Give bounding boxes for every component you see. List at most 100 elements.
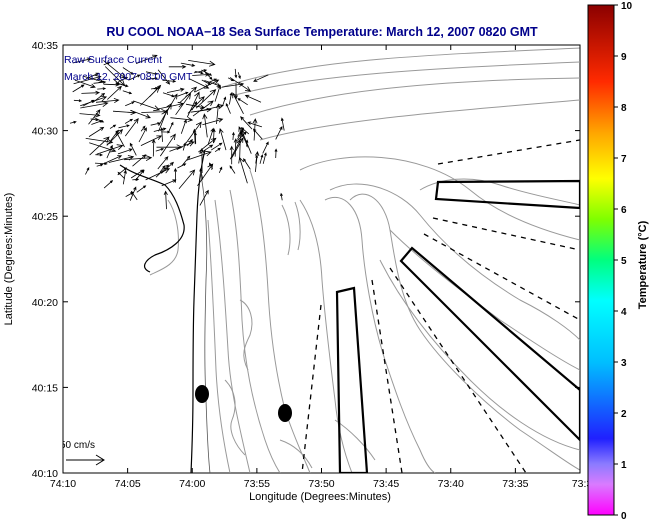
current-vector [202,113,208,138]
current-vector [237,72,241,80]
current-vector [186,91,200,118]
current-vector [169,141,195,152]
current-vector [118,124,130,129]
current-vector [125,101,135,107]
current-vector [194,70,204,75]
x-tick-label: 73:55 [244,478,270,490]
current-vector [193,69,208,74]
current-vector [240,116,253,130]
current-vector [80,101,109,109]
current-vector [252,128,263,140]
current-vector [229,145,234,165]
current-vector [218,128,227,151]
current-vector [106,144,113,159]
current-vector [141,109,168,115]
current-vector [199,168,204,180]
current-vector [192,128,197,145]
current-vector [95,98,120,104]
y-tick-label: 40:20 [32,297,58,309]
current-vector [132,154,147,167]
current-vector [122,67,134,75]
colorbar [587,4,615,516]
colorbar-tick-label: 5 [621,256,627,267]
current-vector [243,158,251,170]
current-vector [225,102,231,114]
current-vector [117,171,125,179]
current-vector [214,147,221,153]
current-vector [90,118,99,122]
current-vector [73,75,102,85]
current-vector [95,153,104,157]
colorbar-tick-label: 9 [621,52,627,63]
current-vector [210,142,223,151]
current-vector [229,92,233,105]
current-vector [237,98,248,106]
current-vector [262,141,269,154]
current-vector [218,166,223,174]
current-vector [89,136,110,156]
current-vector [91,120,103,125]
current-vector [178,169,196,189]
current-vector [280,192,283,201]
current-vector [280,117,285,131]
current-vector [124,118,139,137]
map-title: RU COOL NOAA−18 Sea Surface Temperature:… [106,25,538,39]
colorbar-tick-label: 1 [621,460,627,471]
current-vector [214,84,222,102]
current-vector [85,138,114,145]
current-vector [158,108,168,132]
current-vector [181,155,191,167]
current-vector [199,147,205,174]
current-vector [162,79,177,83]
current-vector [124,118,134,124]
current-vector [253,74,269,82]
current-vector [207,78,218,84]
lane-southeast [399,246,580,442]
current-vector [205,72,213,80]
y-tick-label: 40:35 [32,40,58,52]
colorbar-tick-label: 0 [621,511,627,519]
current-vector [168,64,187,69]
current-vector [274,148,278,159]
map-subtitle-line1: Raw Surface Current [64,54,162,66]
x-axis: 74:10 74:05 74:00 73:55 73:50 73:45 73:40 73:35… [50,45,592,490]
current-vector [185,103,206,110]
current-vector [198,137,217,153]
colorbar-tick-label: 4 [621,307,627,318]
current-vector [145,76,159,80]
x-tick-label: 74:05 [114,478,140,490]
lane-south [335,286,369,473]
current-vector [108,155,135,163]
current-vector [170,117,194,122]
current-vector [97,87,107,91]
current-vector [80,95,108,107]
current-vector [118,77,129,82]
current-vector [199,189,209,206]
current-vector [195,89,217,109]
current-vector [188,60,216,67]
current-vector [167,121,174,134]
current-vector [186,150,212,161]
current-vector [103,180,114,189]
current-vector [73,99,83,103]
current-vector [209,162,213,170]
current-vector [103,60,126,79]
current-vector [180,119,187,134]
y-tick-label: 40:25 [32,211,58,223]
current-vector [173,167,178,183]
current-vector [130,190,138,201]
current-vector [128,74,141,81]
current-vector [182,142,187,151]
current-vector [262,152,267,164]
current-vector [156,144,183,150]
x-tick-label: 74:00 [179,478,205,490]
scale-arrow [66,454,105,466]
current-vector [229,165,236,174]
current-vector [106,128,124,146]
current-vector [122,169,127,185]
current-vector [207,127,215,146]
current-vector [145,168,171,181]
colorbar-tick-label: 10 [621,1,633,12]
current-vector [192,100,214,117]
